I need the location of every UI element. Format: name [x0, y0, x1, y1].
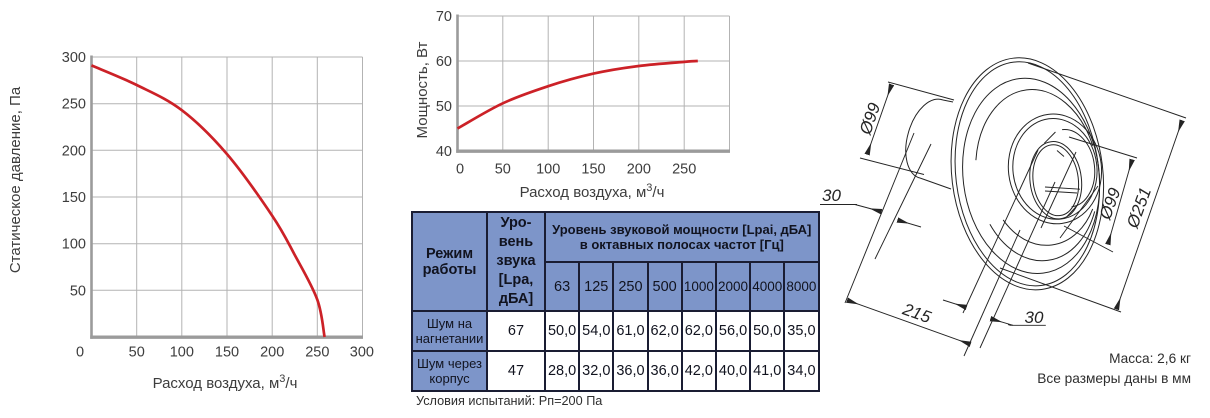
- svg-text:Статическое давление, Па: Статическое давление, Па: [7, 86, 24, 273]
- svg-text:30: 30: [822, 186, 841, 205]
- svg-text:50: 50: [129, 345, 145, 361]
- svg-text:250: 250: [62, 97, 86, 113]
- svg-text:250: 250: [305, 345, 329, 361]
- svg-text:Ø99: Ø99: [855, 100, 884, 138]
- svg-text:40: 40: [436, 144, 452, 160]
- svg-text:Мощность, Вт: Мощность, Вт: [414, 41, 431, 138]
- svg-text:50: 50: [436, 99, 452, 115]
- svg-text:Ø251: Ø251: [1123, 185, 1155, 232]
- svg-text:70: 70: [436, 9, 452, 25]
- svg-text:Расход воздуха, м3/ч: Расход воздуха, м3/ч: [153, 373, 298, 392]
- svg-text:0: 0: [76, 345, 84, 361]
- svg-text:50: 50: [495, 162, 511, 178]
- svg-text:50: 50: [70, 283, 86, 299]
- svg-text:150: 150: [215, 345, 239, 361]
- svg-text:Расход воздуха, м3/ч: Расход воздуха, м3/ч: [520, 182, 665, 201]
- svg-text:215: 215: [899, 299, 934, 327]
- svg-text:200: 200: [62, 143, 86, 159]
- svg-text:100: 100: [62, 237, 86, 253]
- svg-text:100: 100: [536, 162, 560, 178]
- svg-text:0: 0: [456, 162, 464, 178]
- svg-text:30: 30: [1025, 308, 1044, 327]
- svg-text:150: 150: [62, 190, 86, 206]
- svg-text:300: 300: [62, 50, 86, 66]
- svg-text:60: 60: [436, 54, 452, 70]
- svg-text:200: 200: [627, 162, 651, 178]
- svg-text:250: 250: [672, 162, 696, 178]
- svg-text:200: 200: [260, 345, 284, 361]
- svg-text:150: 150: [581, 162, 605, 178]
- svg-text:100: 100: [170, 345, 194, 361]
- svg-text:300: 300: [350, 345, 374, 361]
